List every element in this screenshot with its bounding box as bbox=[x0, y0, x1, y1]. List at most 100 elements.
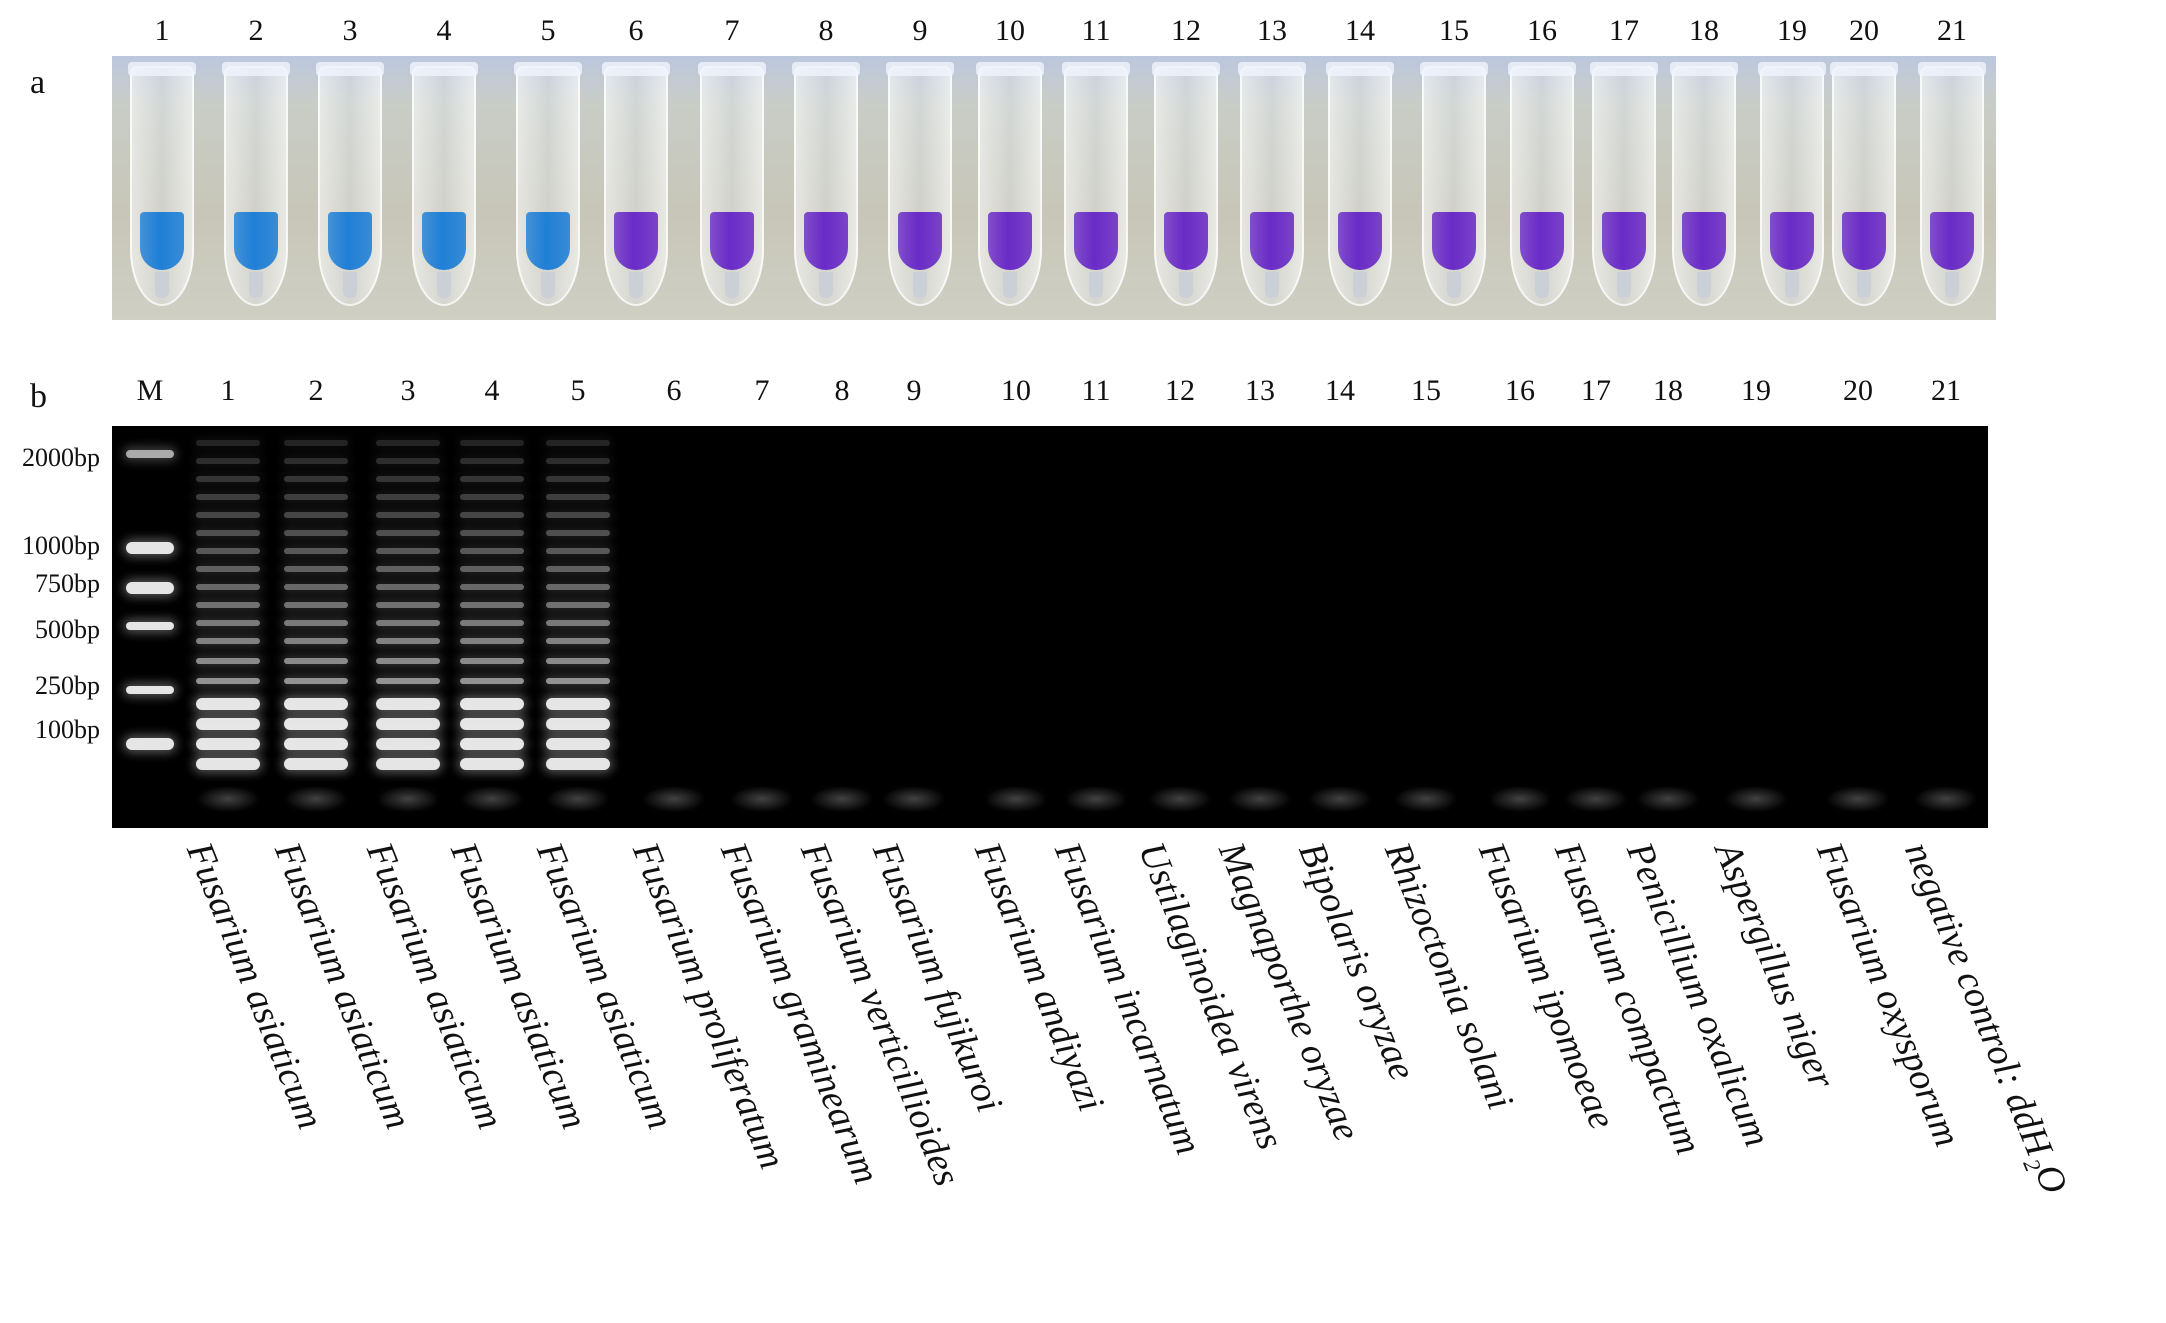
tube-liquid bbox=[804, 212, 848, 270]
gel-lane-number: 16 bbox=[1505, 374, 1535, 407]
panel-b-label: b bbox=[30, 378, 47, 415]
gel-lane-number: 12 bbox=[1165, 374, 1195, 407]
tube-liquid bbox=[1520, 212, 1564, 270]
reaction-tube bbox=[1508, 62, 1576, 306]
amplicon-band bbox=[196, 678, 260, 684]
marker-size-label: 1000bp bbox=[22, 531, 100, 560]
amplicon-band bbox=[284, 530, 348, 536]
amplicon-band bbox=[546, 494, 610, 500]
amplicon-band bbox=[546, 458, 610, 464]
marker-band bbox=[126, 582, 174, 594]
amplicon-band bbox=[196, 584, 260, 590]
gel-lane-number: 6 bbox=[666, 374, 682, 407]
reaction-tube bbox=[1152, 62, 1220, 306]
amplicon-band bbox=[284, 512, 348, 518]
tube-liquid bbox=[328, 212, 372, 270]
amplicon-band bbox=[376, 620, 440, 626]
gel-lane-number: 4 bbox=[484, 374, 500, 407]
amplicon-band bbox=[376, 548, 440, 554]
tube-number: 20 bbox=[1849, 14, 1879, 47]
amplicon-band bbox=[460, 584, 524, 590]
amplicon-band bbox=[546, 758, 610, 770]
amplicon-band bbox=[196, 440, 260, 446]
reaction-tube bbox=[1420, 62, 1488, 306]
marker-size-label: 100bp bbox=[35, 715, 100, 744]
amplicon-band bbox=[284, 548, 348, 554]
tube-liquid bbox=[1930, 212, 1974, 270]
amplicon-band bbox=[196, 658, 260, 664]
gel-lane-number: 9 bbox=[906, 374, 922, 407]
primer-dimer-smear bbox=[197, 786, 259, 812]
reaction-tube bbox=[698, 62, 766, 306]
tube-liquid bbox=[422, 212, 466, 270]
amplicon-band bbox=[196, 620, 260, 626]
reaction-tube bbox=[1670, 62, 1738, 306]
reaction-tube bbox=[1758, 62, 1826, 306]
amplicon-band bbox=[376, 494, 440, 500]
marker-lane bbox=[126, 426, 174, 828]
reaction-tube bbox=[514, 62, 582, 306]
amplicon-band bbox=[196, 476, 260, 482]
marker-band bbox=[126, 622, 174, 630]
tube-number: 13 bbox=[1257, 14, 1287, 47]
amplicon-band bbox=[546, 698, 610, 710]
amplicon-band bbox=[546, 566, 610, 572]
amplicon-band bbox=[376, 758, 440, 770]
amplicon-band bbox=[196, 566, 260, 572]
amplicon-band bbox=[460, 566, 524, 572]
amplicon-band bbox=[284, 458, 348, 464]
reaction-tube bbox=[792, 62, 860, 306]
marker-lane-label: M bbox=[136, 374, 164, 407]
amplicon-band bbox=[284, 758, 348, 770]
reaction-tube bbox=[1062, 62, 1130, 306]
gel-lane-number: 15 bbox=[1411, 374, 1441, 407]
amplicon-band bbox=[460, 494, 524, 500]
gel-lane-number: 5 bbox=[570, 374, 586, 407]
amplicon-band bbox=[460, 602, 524, 608]
tube-number: 5 bbox=[540, 14, 556, 47]
positive-sample-lane bbox=[460, 426, 524, 828]
tube-liquid bbox=[140, 212, 184, 270]
amplicon-band bbox=[284, 718, 348, 730]
tube-number: 6 bbox=[628, 14, 644, 47]
amplicon-band bbox=[546, 738, 610, 750]
tube-number: 17 bbox=[1609, 14, 1639, 47]
tube-liquid bbox=[1338, 212, 1382, 270]
tube-number: 10 bbox=[995, 14, 1025, 47]
amplicon-band bbox=[196, 638, 260, 644]
amplicon-band bbox=[460, 620, 524, 626]
primer-dimer-smear bbox=[1725, 786, 1787, 812]
amplicon-band bbox=[460, 476, 524, 482]
amplicon-band bbox=[376, 584, 440, 590]
amplicon-band bbox=[196, 512, 260, 518]
amplicon-band bbox=[460, 658, 524, 664]
primer-dimer-smear bbox=[285, 786, 347, 812]
primer-dimer-smear bbox=[1915, 786, 1977, 812]
amplicon-band bbox=[284, 584, 348, 590]
marker-size-label: 500bp bbox=[35, 615, 100, 644]
gel-lane-number: 2 bbox=[308, 374, 324, 407]
reaction-tube bbox=[602, 62, 670, 306]
strain-label: negative control: ddH₂O bbox=[1896, 836, 2076, 1200]
tube-liquid bbox=[526, 212, 570, 270]
tube-liquid bbox=[1842, 212, 1886, 270]
tube-number: 21 bbox=[1937, 14, 1967, 47]
marker-band bbox=[126, 450, 174, 458]
tube-liquid bbox=[1074, 212, 1118, 270]
marker-size-label: 750bp bbox=[35, 569, 100, 598]
tube-liquid bbox=[988, 212, 1032, 270]
marker-band bbox=[126, 738, 174, 750]
positive-sample-lane bbox=[284, 426, 348, 828]
tube-number: 16 bbox=[1527, 14, 1557, 47]
gel-lane-number: 17 bbox=[1581, 374, 1611, 407]
amplicon-band bbox=[546, 638, 610, 644]
gel-lane-number: 8 bbox=[834, 374, 850, 407]
gel-lane-number: 21 bbox=[1931, 374, 1961, 407]
primer-dimer-smear bbox=[1565, 786, 1627, 812]
marker-size-label: 2000bp bbox=[22, 443, 100, 472]
positive-sample-lane bbox=[196, 426, 260, 828]
primer-dimer-smear bbox=[731, 786, 793, 812]
tube-number: 2 bbox=[248, 14, 264, 47]
amplicon-band bbox=[546, 548, 610, 554]
amplicon-band bbox=[546, 620, 610, 626]
